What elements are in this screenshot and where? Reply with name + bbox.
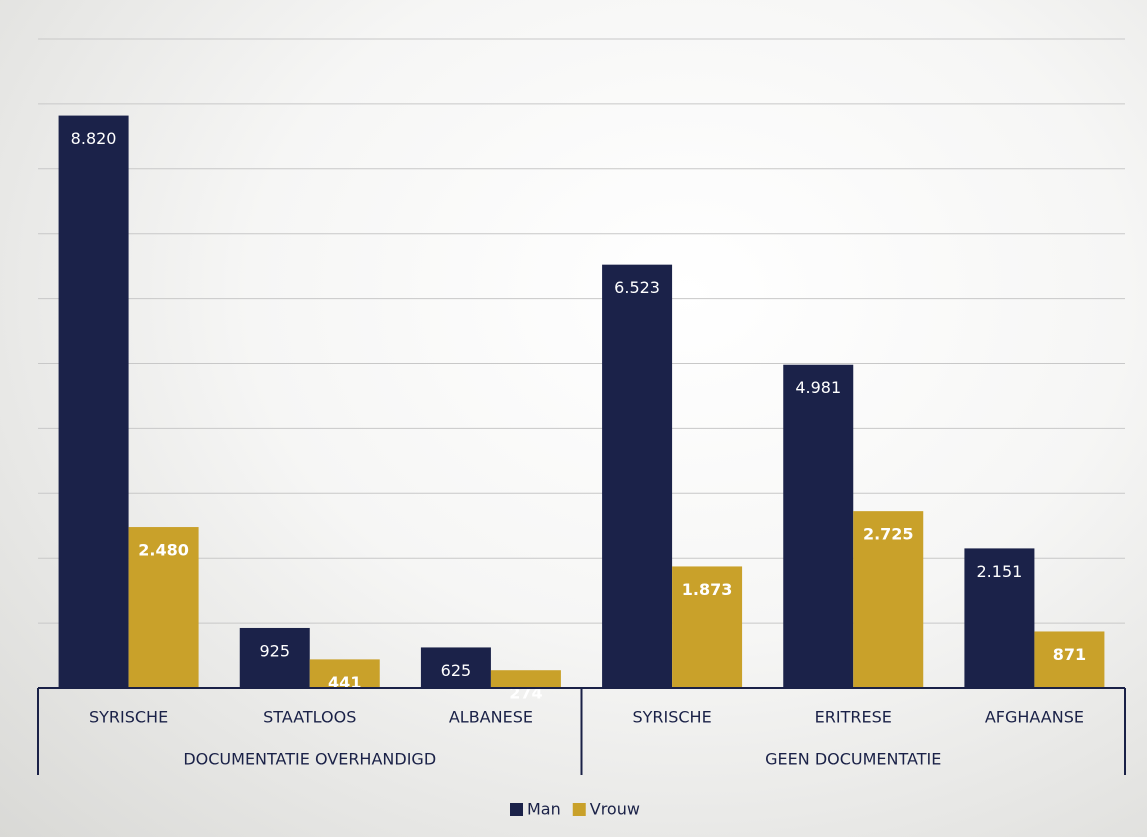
bar (783, 364, 854, 688)
data-label: 625 (441, 661, 472, 680)
data-label: 8.820 (71, 129, 117, 148)
group-label: DOCUMENTATIE OVERHANDIGD (183, 750, 436, 769)
bar (309, 659, 380, 688)
x-tick-label: SYRISCHE (632, 708, 711, 727)
x-tick-label: ERITRESE (815, 708, 892, 727)
x-tick-label: ALBANESE (449, 708, 533, 727)
data-label: 6.523 (614, 278, 660, 297)
bar (239, 627, 310, 688)
data-label: 925 (259, 641, 290, 660)
x-tick-label: STAATLOOS (263, 708, 356, 727)
group-label: GEEN DOCUMENTATIE (765, 750, 941, 769)
data-label: 2.151 (977, 562, 1023, 581)
bar (602, 264, 673, 688)
data-label: 2.480 (138, 541, 189, 560)
bar (672, 566, 743, 688)
bar (853, 511, 924, 688)
x-tick-label: AFGHAANSE (985, 708, 1084, 727)
x-tick-label: SYRISCHE (89, 708, 168, 727)
data-label: 441 (328, 673, 361, 692)
bar (1034, 631, 1105, 688)
legend-label: Vrouw (590, 800, 640, 819)
bar (420, 647, 491, 688)
data-label: 1.873 (682, 580, 733, 599)
legend-label: Man (527, 800, 561, 819)
data-label: 4.981 (795, 378, 841, 397)
legend-swatch (572, 803, 586, 816)
data-label: 274 (509, 684, 542, 703)
bar (490, 670, 561, 688)
data-label: 871 (1053, 645, 1086, 664)
bar (58, 115, 129, 688)
bar (964, 548, 1035, 688)
bar (128, 527, 199, 688)
legend-swatch (510, 803, 523, 816)
data-label: 2.725 (863, 525, 914, 544)
